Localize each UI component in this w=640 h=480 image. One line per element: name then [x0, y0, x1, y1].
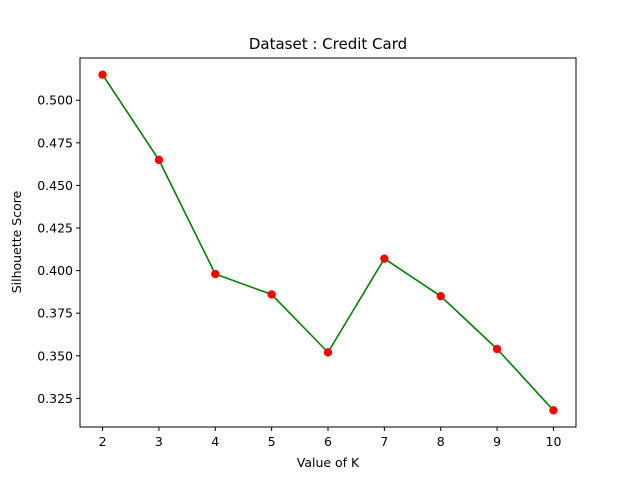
x-tick-label: 2 — [99, 434, 107, 449]
y-tick-label: 0.450 — [37, 178, 73, 193]
y-tick-label: 0.400 — [37, 263, 73, 278]
x-tick-label: 3 — [155, 434, 163, 449]
y-tick-label: 0.375 — [37, 306, 73, 321]
x-tick-label: 9 — [493, 434, 501, 449]
data-point — [211, 269, 220, 279]
data-point — [98, 70, 107, 79]
y-tick-label: 0.425 — [37, 221, 73, 236]
x-tick-label: 6 — [324, 434, 332, 449]
chart-title: Dataset : Credit Card — [249, 35, 407, 53]
y-tick-label: 0.350 — [37, 348, 73, 363]
data-point — [549, 406, 558, 415]
data-point — [380, 254, 389, 263]
data-point — [323, 348, 333, 357]
data-point — [154, 155, 164, 165]
data-point — [492, 344, 502, 354]
x-tick-label: 4 — [211, 434, 219, 449]
y-axis-label: Silhouette Score — [9, 190, 24, 293]
x-tick-label: 8 — [437, 434, 445, 449]
y-tick-label: 0.500 — [37, 93, 73, 108]
plot-frame — [79, 57, 577, 428]
plot-area: 2 3 4 5 6 7 8 9 10 0.325 0.350 0.375 0.400 0.425 0.450… — [37, 57, 577, 449]
y-tick-label: 0.325 — [37, 391, 73, 406]
x-tick-label: 7 — [380, 434, 388, 449]
x-tick-label: 5 — [268, 434, 276, 449]
x-axis-label: Value of K — [297, 455, 360, 470]
y-tick-label: 0.475 — [37, 135, 73, 150]
data-point — [267, 290, 276, 299]
data-point — [436, 291, 445, 301]
series-line — [101, 74, 555, 411]
x-tick-label: 10 — [546, 434, 562, 449]
